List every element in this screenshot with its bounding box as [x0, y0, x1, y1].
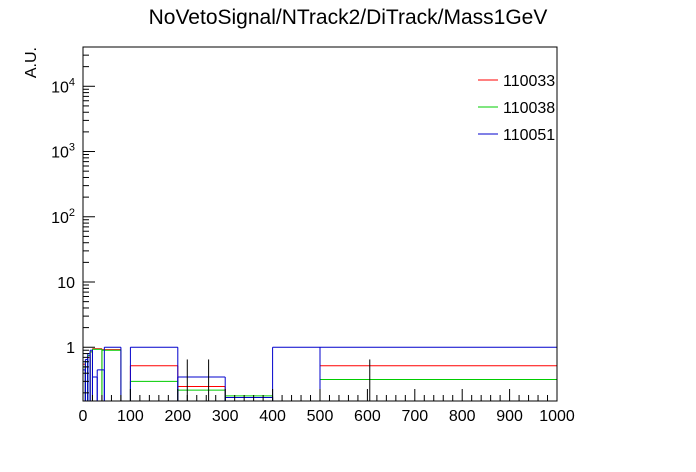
legend-label-110038: 110038	[503, 100, 555, 117]
x-tick-label-300: 300	[212, 408, 239, 425]
y-tick-label-3: 103	[51, 142, 75, 162]
legend-label-110051: 110051	[503, 127, 555, 144]
x-tick-label-200: 200	[164, 408, 191, 425]
y-tick-label-0: 1	[66, 340, 75, 357]
y-tick-label-1: 10	[57, 275, 75, 292]
y-axis: 1 10 102 103 104	[51, 46, 95, 394]
y-tick-label-2: 102	[51, 207, 75, 227]
x-tick-label-700: 700	[401, 408, 428, 425]
y-axis-label: A.U.	[23, 47, 40, 78]
x-tick-label-500: 500	[307, 408, 334, 425]
x-tick-label-400: 400	[259, 408, 286, 425]
legend-label-110033: 110033	[503, 73, 555, 90]
x-tick-label-800: 800	[449, 408, 476, 425]
x-tick-label-0: 0	[79, 408, 88, 425]
x-tick-label-100: 100	[117, 408, 144, 425]
legend: 110033 110038 110051	[478, 73, 555, 144]
x-tick-label-600: 600	[354, 408, 381, 425]
error-bar-group	[186, 359, 371, 401]
y-tick-label-4: 104	[51, 76, 75, 96]
chart-title: NoVetoSignal/NTrack2/DiTrack/Mass1GeV	[149, 6, 548, 29]
x-tick-label-1000: 1000	[539, 408, 575, 425]
x-axis: 0 100 200 300 400 500 600 700 800 900 1000	[79, 389, 575, 425]
x-tick-label-900: 900	[496, 408, 523, 425]
